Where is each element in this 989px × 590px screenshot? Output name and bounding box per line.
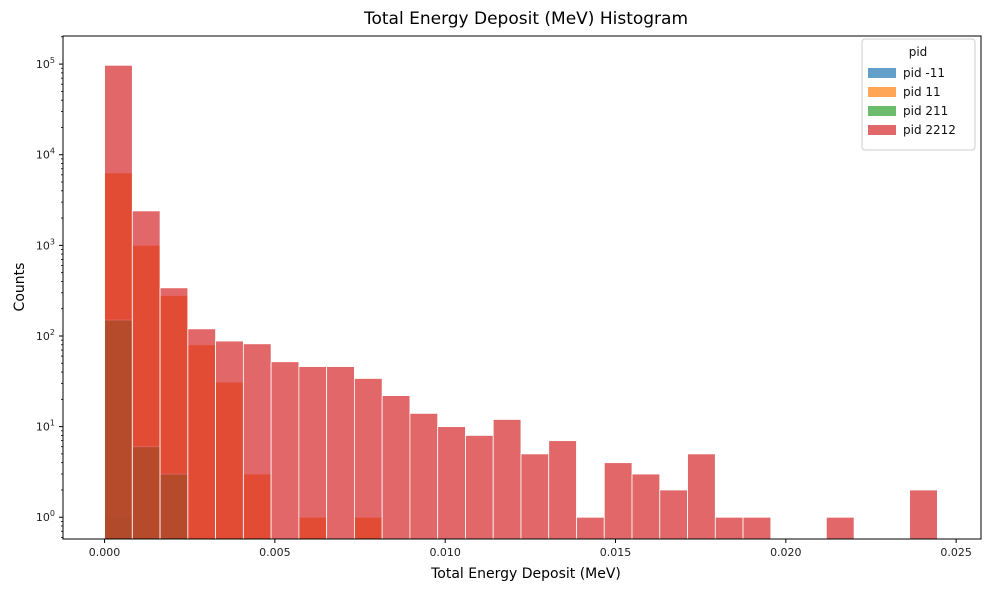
legend: pid pid -11 pid 11 pid 211 pid 2212 bbox=[861, 38, 976, 151]
bar-series-3-bin-23 bbox=[742, 516, 772, 540]
x-axis: 0.000 0.005 0.010 0.015 0.020 0.025 bbox=[89, 539, 972, 559]
bar-series-3-bin-26 bbox=[825, 516, 855, 540]
bar-series-3-bin-16 bbox=[548, 440, 577, 540]
x-tick-label: 0.005 bbox=[259, 546, 291, 559]
legend-swatch bbox=[868, 125, 896, 135]
bar-series-3-bin-18 bbox=[603, 462, 633, 540]
legend-label: pid 2212 bbox=[903, 123, 956, 137]
bar-series-3-bin-7 bbox=[298, 366, 328, 540]
bar-series-3-bin-1 bbox=[131, 210, 161, 540]
bar-series-3-bin-22 bbox=[714, 516, 744, 540]
bar-series-3-bin-2 bbox=[159, 287, 189, 540]
plot-frame bbox=[62, 35, 982, 540]
bar-series-3-bin-17 bbox=[576, 516, 605, 540]
legend-label: pid 211 bbox=[903, 104, 948, 118]
bar-series-3-bin-29 bbox=[909, 489, 938, 540]
bar-series-3-bin-14 bbox=[492, 419, 522, 540]
bar-series-3-bin-13 bbox=[465, 434, 494, 540]
bar-series-3-bin-10 bbox=[381, 395, 411, 540]
bar-series-3-bin-3 bbox=[187, 328, 216, 540]
x-tick-label: 0.025 bbox=[940, 546, 972, 559]
legend-swatch bbox=[868, 68, 896, 78]
bar-series-3-bin-6 bbox=[270, 361, 300, 540]
bar-series-3-bin-9 bbox=[354, 378, 383, 540]
x-axis-label: Total Energy Deposit (MeV) bbox=[430, 566, 621, 582]
bar-series-3-bin-0 bbox=[104, 64, 133, 540]
legend-title: pid bbox=[909, 45, 928, 59]
bar-series-3-bin-15 bbox=[520, 453, 550, 540]
bars-layer bbox=[104, 64, 938, 540]
legend-label: pid 11 bbox=[903, 85, 941, 99]
bar-series-3-bin-11 bbox=[409, 412, 439, 540]
bar-series-3-bin-4 bbox=[215, 340, 244, 540]
x-tick-label: 0.015 bbox=[600, 546, 632, 559]
x-tick-label: 0.000 bbox=[89, 546, 121, 559]
y-axis-label: Counts bbox=[12, 263, 28, 312]
legend-swatch bbox=[868, 106, 896, 116]
legend-label: pid -11 bbox=[903, 66, 945, 80]
bar-series-3-bin-5 bbox=[242, 343, 272, 540]
legend-box bbox=[861, 38, 976, 151]
bar-series-3-bin-8 bbox=[326, 366, 355, 540]
legend-swatch bbox=[868, 87, 896, 97]
bar-series-3-bin-12 bbox=[437, 426, 466, 540]
chart-title: Total Energy Deposit (MeV) Histogram bbox=[363, 9, 688, 29]
bar-series-3-bin-19 bbox=[631, 473, 661, 540]
bar-series-3-bin-20 bbox=[659, 489, 688, 540]
x-tick-label: 0.010 bbox=[429, 546, 461, 559]
x-tick-label: 0.020 bbox=[770, 546, 802, 559]
bar-series-3-bin-21 bbox=[687, 453, 716, 540]
